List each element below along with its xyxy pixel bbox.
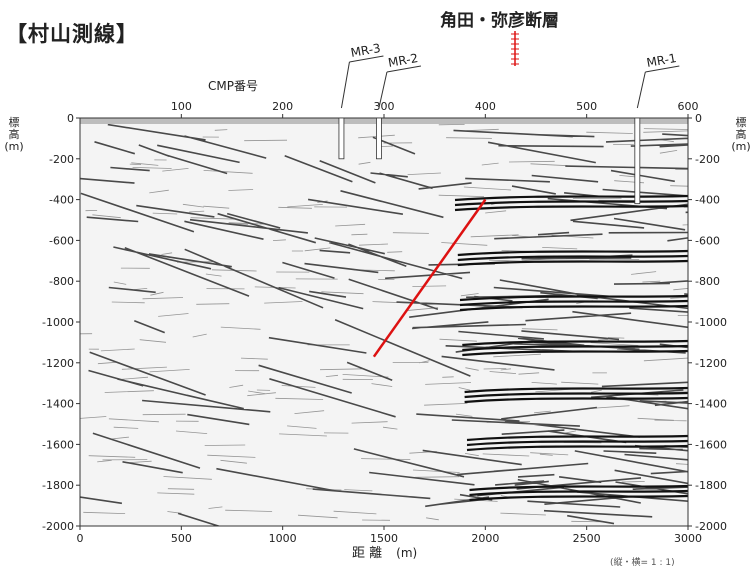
right-tick-label: -2000 (695, 520, 727, 533)
right-elevation-label: 標 高 (m) (727, 117, 754, 153)
well-bore (634, 117, 641, 205)
cmp-tick-label: 400 (475, 100, 496, 113)
right-tick-label: -1000 (695, 316, 727, 329)
cmp-tick-label: 500 (576, 100, 597, 113)
distance-tick-label: 2000 (471, 532, 499, 545)
left-tick-label: -1200 (42, 357, 74, 370)
cmp-tick-label: 200 (272, 100, 293, 113)
right-tick-label: -400 (695, 194, 720, 207)
left-tick-label: -1600 (42, 438, 74, 451)
well-bore (376, 117, 382, 160)
left-tick-label: -1800 (42, 479, 74, 492)
distance-tick-label: 3000 (674, 532, 702, 545)
left-tick-label: -200 (49, 153, 74, 166)
well-label: MR-2 (387, 51, 419, 70)
right-tick-label: -1800 (695, 479, 727, 492)
well-leader (378, 71, 388, 109)
left-elevation-unit: (m) (4, 140, 24, 153)
wells-layer: MR-3 MR-2 MR-1 (338, 41, 680, 205)
left-tick-label: -400 (49, 194, 74, 207)
right-tick-label: -800 (695, 275, 720, 288)
section-background (80, 118, 688, 526)
fault-trace (372, 198, 487, 358)
distance-axis-title: 距 離 (m) (352, 542, 417, 561)
distance-tick-label: 0 (77, 532, 84, 545)
well-label: MR-1 (645, 51, 677, 70)
right-elevation-unit: (m) (731, 140, 751, 153)
left-tick-label: -600 (49, 234, 74, 247)
well-leader-underline (349, 55, 384, 63)
left-tick-label: -1000 (42, 316, 74, 329)
distance-tick-label: 500 (171, 532, 192, 545)
distance-tick-label: 2500 (573, 532, 601, 545)
left-elevation-char-2: 高 (8, 128, 20, 141)
well-leader (636, 71, 646, 109)
scale-note: (縦・横= 1 : 1) (610, 558, 675, 568)
right-tick-label: -200 (695, 153, 720, 166)
left-elevation-char-1: 標 (8, 116, 20, 129)
well-leader (340, 61, 350, 109)
cmp-tick-label: 100 (171, 100, 192, 113)
cmp-tick-label: 300 (374, 100, 395, 113)
left-tick-label: 0 (67, 112, 74, 125)
left-tick-label: -1400 (42, 398, 74, 411)
right-tick-label: 0 (695, 112, 702, 125)
right-tick-label: -1600 (695, 438, 727, 451)
distance-axis-unit: (m) (396, 546, 418, 560)
section-top-strip (80, 118, 688, 124)
distance-tick-label: 1500 (370, 532, 398, 545)
well-bore (338, 117, 345, 160)
axis-ticks: 0 -200 -400 -600 -800 -1000 -1200 -1400 -1600 -18… (42, 100, 727, 545)
fault-name-label: 角田・弥彦断層 (440, 11, 559, 31)
cmp-tick-label: 600 (678, 100, 699, 113)
line-title: 【村山測線】 (6, 22, 138, 46)
right-elevation-char-2: 高 (735, 128, 747, 141)
fault-layer (372, 31, 519, 358)
right-tick-label: -1200 (695, 357, 727, 370)
reflector-layer (80, 123, 688, 526)
right-tick-label: -600 (695, 234, 720, 247)
distance-tick-label: 1000 (269, 532, 297, 545)
cmp-axis-title: CMP番号 (208, 79, 258, 93)
right-elevation-char-1: 標 (735, 116, 747, 129)
distance-axis-label: 距 離 (352, 546, 383, 561)
left-elevation-label: 標 高 (m) (0, 117, 28, 153)
reflector-bands-east (454, 194, 688, 502)
right-tick-label: -1400 (695, 398, 727, 411)
left-tick-label: -800 (49, 275, 74, 288)
well-label: MR-3 (350, 41, 382, 60)
well-leader-underline (645, 65, 680, 73)
left-tick-label: -2000 (42, 520, 74, 533)
well-leader-underline (386, 65, 422, 73)
